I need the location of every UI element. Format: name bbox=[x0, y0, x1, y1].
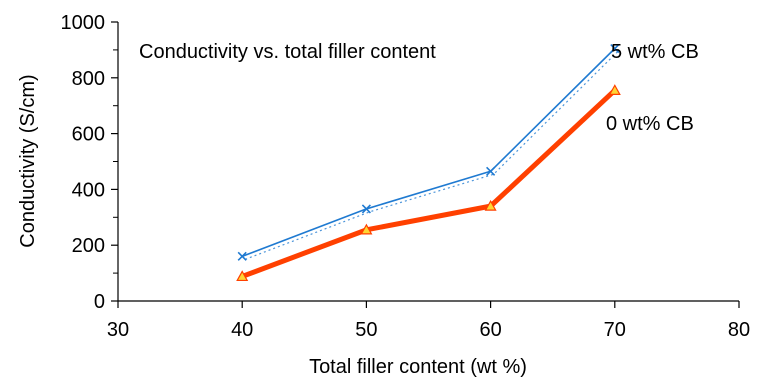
x-marker-icon bbox=[486, 166, 496, 176]
series-trend-line bbox=[244, 51, 619, 260]
y-tick-label: 800 bbox=[72, 68, 105, 90]
triangle-marker-icon bbox=[608, 84, 621, 95]
y-tick-label: 200 bbox=[72, 235, 105, 257]
y-axis-title: Conductivity (S/cm) bbox=[17, 74, 39, 247]
y-tick-label: 600 bbox=[72, 124, 105, 146]
x-tick-label: 60 bbox=[479, 319, 501, 341]
x-marker-icon bbox=[237, 251, 247, 261]
x-tick-label: 30 bbox=[107, 319, 129, 341]
x-marker-icon bbox=[610, 43, 620, 54]
series-label-5wt-cb: 5 wt% CB bbox=[611, 41, 699, 63]
series-5wt-cb bbox=[237, 43, 620, 261]
series-line bbox=[239, 87, 618, 279]
triangle-marker-icon bbox=[484, 199, 497, 211]
y-tick-label: 400 bbox=[72, 179, 105, 201]
x-tick-label: 70 bbox=[604, 319, 626, 341]
x-tick-label: 80 bbox=[728, 319, 750, 341]
x-marker-icon bbox=[361, 204, 371, 214]
series-line bbox=[241, 47, 616, 258]
series-label-0wt-cb: 0 wt% CB bbox=[606, 113, 694, 135]
triangle-marker-icon bbox=[360, 223, 373, 235]
x-tick-label: 40 bbox=[231, 319, 253, 341]
chart-title: Conductivity vs. total filler content bbox=[139, 41, 436, 63]
series-0wt-cb bbox=[236, 84, 621, 282]
plot-area: 0 200 400 600 800 1000 30 40 50 60 70 80 bbox=[61, 12, 751, 341]
triangle-marker-icon bbox=[236, 270, 249, 282]
series-layer bbox=[236, 43, 621, 282]
x-tick-label: 50 bbox=[355, 319, 377, 341]
y-tick-label: 1000 bbox=[61, 12, 106, 34]
y-tick-label: 0 bbox=[94, 291, 105, 313]
axis-ticks: 0 200 400 600 800 1000 30 40 50 60 70 80 bbox=[61, 12, 751, 341]
x-axis-title: Total filler content (wt %) bbox=[309, 356, 527, 378]
